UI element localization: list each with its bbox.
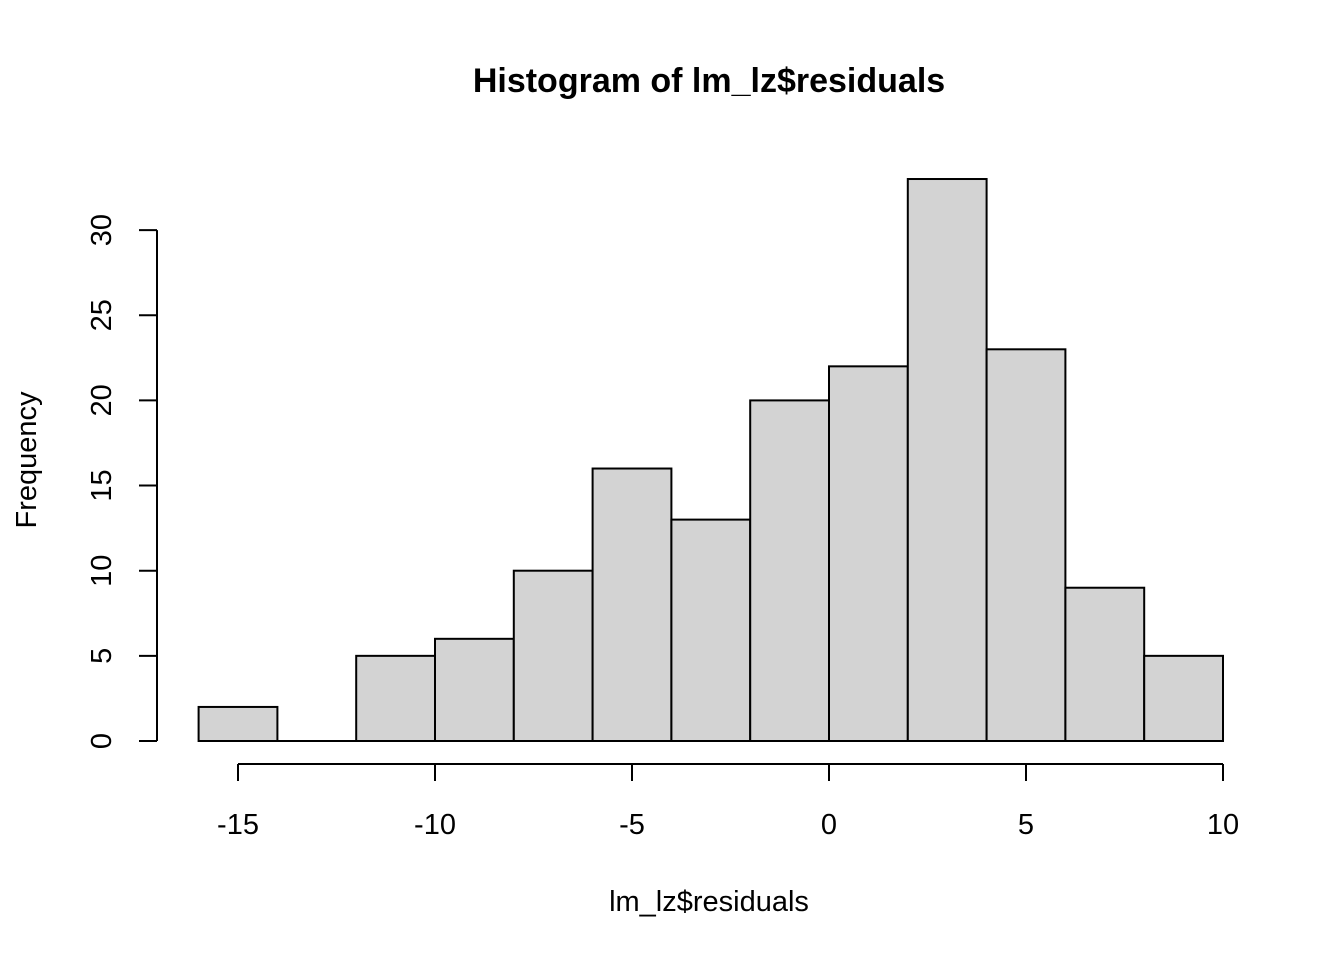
y-tick-label: 0: [86, 733, 118, 749]
histogram-bar: [591, 467, 673, 742]
histogram-bar: [1143, 654, 1224, 742]
histogram-bar: [355, 654, 437, 742]
x-tick-label: -5: [619, 809, 645, 841]
y-axis-label: Frequency: [11, 391, 43, 529]
histogram-bar: [197, 705, 279, 743]
histogram-bar: [434, 637, 515, 743]
histogram-bar: [670, 518, 752, 742]
x-tick-label: -15: [217, 809, 259, 841]
x-tick-label: 10: [1207, 809, 1239, 841]
bars-group: [197, 178, 1224, 743]
histogram-bar: [1064, 586, 1146, 742]
histogram-bar: [512, 569, 594, 743]
x-axis: -15 -10 -5 0 5 10: [217, 763, 1239, 841]
histogram-bar: [985, 348, 1067, 742]
y-tick-label: 10: [86, 555, 118, 587]
y-tick-label: 25: [86, 299, 118, 331]
x-tick-label: -10: [414, 809, 456, 841]
x-tick-label: 5: [1018, 809, 1034, 841]
y-tick-label: 20: [86, 384, 118, 416]
y-tick-label: 30: [86, 214, 118, 246]
histogram-bar: [828, 365, 909, 742]
x-tick-label: 0: [821, 809, 837, 841]
y-tick-label: 5: [86, 648, 118, 664]
y-axis: 0 5 10 15 20 25 30: [86, 214, 158, 749]
histogram-bar: [906, 178, 988, 742]
histogram-bar: [749, 399, 831, 742]
x-axis-label: lm_lz$residuals: [609, 886, 809, 918]
chart-title: Histogram of lm_lz$residuals: [473, 62, 945, 100]
y-tick-label: 15: [86, 469, 118, 501]
